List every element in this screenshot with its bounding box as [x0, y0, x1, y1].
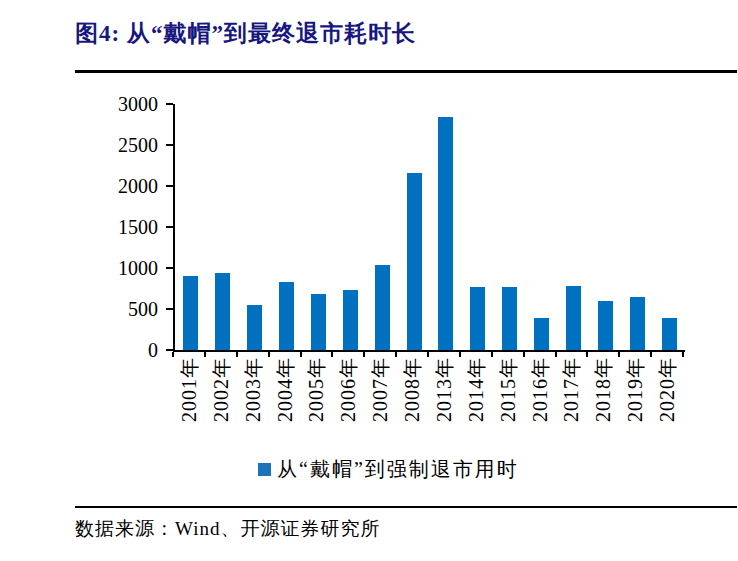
legend-marker-square [258, 463, 271, 476]
x-axis-tick-mark [618, 352, 620, 357]
bar-2003年 [247, 305, 262, 350]
bar-2001年 [183, 276, 198, 350]
x-axis-tick-label: 2005年 [306, 357, 326, 443]
x-axis-tick-mark [268, 352, 270, 357]
y-axis-tick-label: 1000 [40, 256, 158, 280]
x-axis-tick-label: 2007年 [370, 357, 390, 443]
x-axis-tick-mark [300, 352, 302, 357]
bar-2013年 [438, 117, 453, 350]
x-axis-tick-label: 2008年 [402, 357, 422, 443]
y-axis-tick-label: 1500 [40, 215, 158, 239]
data-source-note: 数据来源：Wind、开源证券研究所 [75, 516, 380, 542]
x-axis-tick-label: 2004年 [275, 357, 295, 443]
x-axis-tick-mark [523, 352, 525, 357]
x-axis-tick-mark [395, 352, 397, 357]
y-axis-tick-mark [166, 226, 173, 228]
chart-legend: 从“戴帽”到强制退市用时 [258, 456, 519, 483]
x-axis-tick-label: 2013年 [434, 357, 454, 443]
y-axis-tick-label: 2000 [40, 174, 158, 198]
x-axis-tick-label: 2002年 [211, 357, 231, 443]
y-axis-tick-label: 2500 [40, 133, 158, 157]
x-axis-tick-label: 2006年 [338, 357, 358, 443]
bar-2002年 [215, 273, 230, 351]
bar-2016年 [534, 318, 549, 350]
bar-2018年 [598, 301, 613, 350]
bar-2015年 [502, 287, 517, 350]
bar-2020年 [662, 318, 677, 350]
x-axis-tick-label: 2020年 [657, 357, 677, 443]
y-axis-tick-mark [166, 185, 173, 187]
y-axis-tick-label: 500 [40, 297, 158, 321]
bar-2007年 [375, 265, 390, 350]
y-axis-tick-mark [166, 349, 173, 351]
x-axis-tick-label: 2003年 [243, 357, 263, 443]
x-axis-tick-mark [459, 352, 461, 357]
x-axis-tick-mark [331, 352, 333, 357]
x-axis-tick-label: 2017年 [561, 357, 581, 443]
y-axis-tick-mark [166, 103, 173, 105]
x-axis-tick-label: 2019年 [625, 357, 645, 443]
x-axis-tick-label: 2001年 [179, 357, 199, 443]
x-axis-tick-mark [491, 352, 493, 357]
y-axis-tick-label: 3000 [40, 92, 158, 116]
bar-2006年 [343, 290, 358, 350]
bar-2017年 [566, 286, 581, 350]
y-axis-tick-label: 0 [40, 338, 158, 362]
y-axis-tick-mark [166, 144, 173, 146]
x-axis-tick-mark [650, 352, 652, 357]
x-axis-tick-label: 2016年 [530, 357, 550, 443]
y-axis-tick-mark [166, 267, 173, 269]
x-axis-tick-mark [555, 352, 557, 357]
legend-series-label: 从“戴帽”到强制退市用时 [277, 456, 519, 483]
x-axis-tick-mark [363, 352, 365, 357]
bar-2005年 [311, 294, 326, 350]
bar-2004年 [279, 282, 294, 351]
x-axis-tick-mark [427, 352, 429, 357]
x-axis-tick-label: 2018年 [593, 357, 613, 443]
x-axis-tick-mark [204, 352, 206, 357]
x-axis-tick-label: 2014年 [466, 357, 486, 443]
figure: 图4: 从“戴帽”到最终退市耗时长 3000250020001500100050… [0, 0, 738, 561]
x-axis-tick-mark [236, 352, 238, 357]
x-axis-tick-mark [586, 352, 588, 357]
bar-2008年 [407, 173, 422, 350]
plot-area [173, 104, 685, 352]
x-axis-tick-mark [172, 352, 174, 357]
y-axis-tick-mark [166, 308, 173, 310]
x-axis-tick-label: 2015年 [498, 357, 518, 443]
bar-2019年 [630, 297, 645, 350]
footer-divider [75, 506, 737, 508]
bar-2014年 [470, 287, 485, 350]
x-axis-tick-mark [682, 352, 684, 357]
